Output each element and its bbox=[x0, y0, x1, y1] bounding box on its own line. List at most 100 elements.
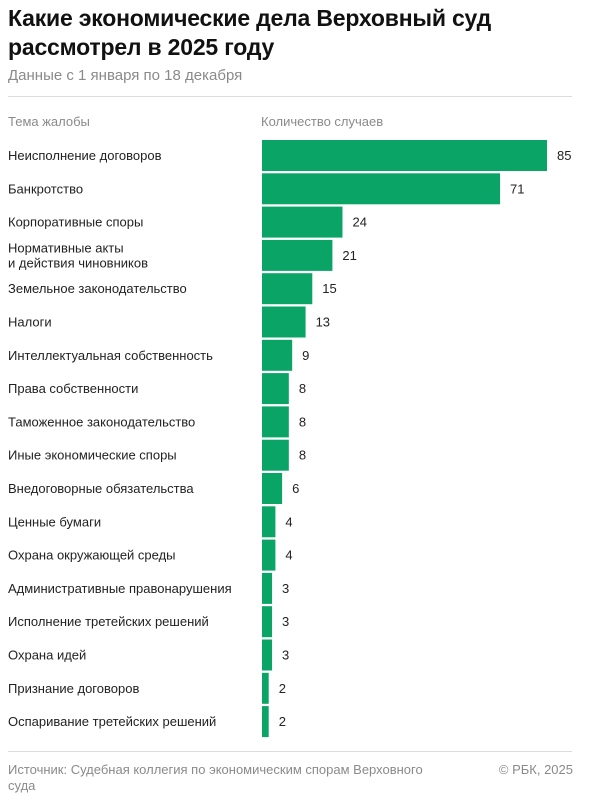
value-label: 24 bbox=[352, 215, 366, 230]
value-label: 6 bbox=[292, 481, 299, 496]
category-label-line: Исполнение третейских решений bbox=[8, 614, 209, 629]
category-label: Права собственности bbox=[8, 381, 138, 396]
category-label: Административные правонарушения bbox=[8, 581, 232, 596]
bar-row: Нормативные акты и действия чиновников 21 bbox=[8, 239, 357, 271]
value-label: 8 bbox=[299, 414, 306, 429]
bar-row: Налоги 13 bbox=[8, 306, 330, 338]
bar-row: Ценные бумаги 4 bbox=[8, 506, 293, 538]
category-label: Нормативные акты и действия чиновников bbox=[8, 240, 148, 270]
chart-title: Какие экономические дела Верховный суд р… bbox=[8, 5, 491, 60]
value-label: 13 bbox=[316, 315, 330, 330]
bar-row: Корпоративные споры 24 bbox=[8, 206, 367, 238]
column-header-topic: Тема жалобы bbox=[8, 114, 90, 129]
bar-row: Признание договоров 2 bbox=[8, 672, 286, 704]
bar-row: Иные экономические споры 8 bbox=[8, 439, 306, 471]
bar bbox=[262, 506, 276, 538]
bar-row: Таможенное законодательство 8 bbox=[8, 406, 306, 438]
value-label: 4 bbox=[285, 548, 292, 563]
category-label-line: Признание договоров bbox=[8, 681, 139, 696]
value-label: 8 bbox=[299, 381, 306, 396]
bar bbox=[262, 473, 283, 504]
category-label: Иные экономические споры bbox=[8, 448, 177, 463]
bottom-divider bbox=[8, 751, 572, 752]
value-label: 3 bbox=[282, 581, 289, 596]
value-label: 8 bbox=[299, 448, 306, 463]
bar-row: Интеллектуальная собственность 9 bbox=[8, 339, 309, 371]
bar bbox=[262, 439, 289, 471]
value-label: 4 bbox=[285, 514, 292, 529]
bar bbox=[262, 306, 306, 338]
value-label: 3 bbox=[282, 648, 289, 663]
value-label: 15 bbox=[322, 281, 336, 296]
value-label: 2 bbox=[279, 714, 286, 729]
category-label-line: Таможенное законодательство bbox=[8, 414, 195, 429]
bar-row: Внедоговорные обязательства 6 bbox=[8, 473, 299, 504]
category-label-line: Административные правонарушения bbox=[8, 581, 232, 596]
category-label-line: Ценные бумаги bbox=[8, 514, 101, 529]
bar-row: Банкротство 71 bbox=[8, 173, 525, 205]
bar bbox=[262, 539, 276, 571]
copyright: © РБК, 2025 bbox=[498, 762, 573, 777]
category-label: Банкротство bbox=[8, 181, 83, 196]
value-label: 9 bbox=[302, 348, 309, 363]
bar bbox=[262, 706, 269, 738]
bar-row: Оспаривание третейских решений 2 bbox=[8, 706, 286, 738]
category-label: Налоги bbox=[8, 315, 52, 330]
bar-row: Исполнение третейских решений 3 bbox=[8, 606, 289, 638]
bar-row: Охрана идей 3 bbox=[8, 639, 289, 671]
bar bbox=[262, 406, 289, 438]
category-label: Ценные бумаги bbox=[8, 514, 101, 529]
category-label: Неисполнение договоров bbox=[8, 148, 162, 163]
bar bbox=[262, 606, 273, 638]
category-label-line: Интеллектуальная собственность bbox=[8, 348, 213, 363]
bar bbox=[262, 373, 289, 405]
category-label: Признание договоров bbox=[8, 681, 139, 696]
chart-subtitle: Данные с 1 января по 18 декабря bbox=[8, 67, 243, 84]
bar bbox=[262, 639, 273, 671]
top-divider bbox=[8, 96, 572, 97]
category-label: Интеллектуальная собственность bbox=[8, 348, 213, 363]
value-label: 3 bbox=[282, 614, 289, 629]
category-label-line: Корпоративные споры bbox=[8, 215, 143, 230]
value-label: 71 bbox=[510, 181, 524, 196]
bar-row: Охрана окружающей среды 4 bbox=[8, 539, 293, 571]
category-label-line: и действия чиновников bbox=[8, 255, 148, 270]
category-label: Таможенное законодательство bbox=[8, 414, 195, 429]
bar bbox=[262, 140, 547, 171]
category-label-line: Права собственности bbox=[8, 381, 138, 396]
bar-row: Административные правонарушения 3 bbox=[8, 572, 289, 604]
bar-row: Земельное законодательство 15 bbox=[8, 273, 337, 305]
category-label-line: Неисполнение договоров bbox=[8, 148, 162, 163]
category-label-line: Налоги bbox=[8, 315, 52, 330]
column-header-count: Количество случаев bbox=[261, 114, 384, 129]
bar bbox=[262, 239, 333, 271]
category-label: Охрана идей bbox=[8, 648, 86, 663]
category-label: Оспаривание третейских решений bbox=[8, 714, 216, 729]
bar-row: Неисполнение договоров 85 bbox=[8, 140, 571, 171]
bar-row: Права собственности 8 bbox=[8, 373, 306, 405]
category-label-line: Охрана окружающей среды bbox=[8, 548, 176, 563]
category-label: Корпоративные споры bbox=[8, 215, 143, 230]
bar bbox=[262, 173, 501, 205]
source-note: Источник: Судебная коллегия по экономиче… bbox=[8, 762, 423, 793]
category-label: Внедоговорные обязательства bbox=[8, 481, 194, 496]
category-label-line: Банкротство bbox=[8, 181, 83, 196]
category-label-line: Оспаривание третейских решений bbox=[8, 714, 216, 729]
bar bbox=[262, 273, 313, 305]
category-label-line: Иные экономические споры bbox=[8, 448, 177, 463]
category-label-line: Охрана идей bbox=[8, 648, 86, 663]
category-label-line: Внедоговорные обязательства bbox=[8, 481, 194, 496]
value-label: 85 bbox=[557, 148, 571, 163]
category-label: Охрана окружающей среды bbox=[8, 548, 176, 563]
bar bbox=[262, 339, 293, 371]
value-label: 21 bbox=[342, 248, 356, 263]
category-label: Исполнение третейских решений bbox=[8, 614, 209, 629]
bar bbox=[262, 206, 343, 238]
category-label-line: Нормативные акты bbox=[8, 240, 124, 255]
value-label: 2 bbox=[279, 681, 286, 696]
category-label-line: Земельное законодательство bbox=[8, 281, 187, 296]
bar bbox=[262, 572, 273, 604]
category-label: Земельное законодательство bbox=[8, 281, 187, 296]
bar bbox=[262, 672, 269, 704]
